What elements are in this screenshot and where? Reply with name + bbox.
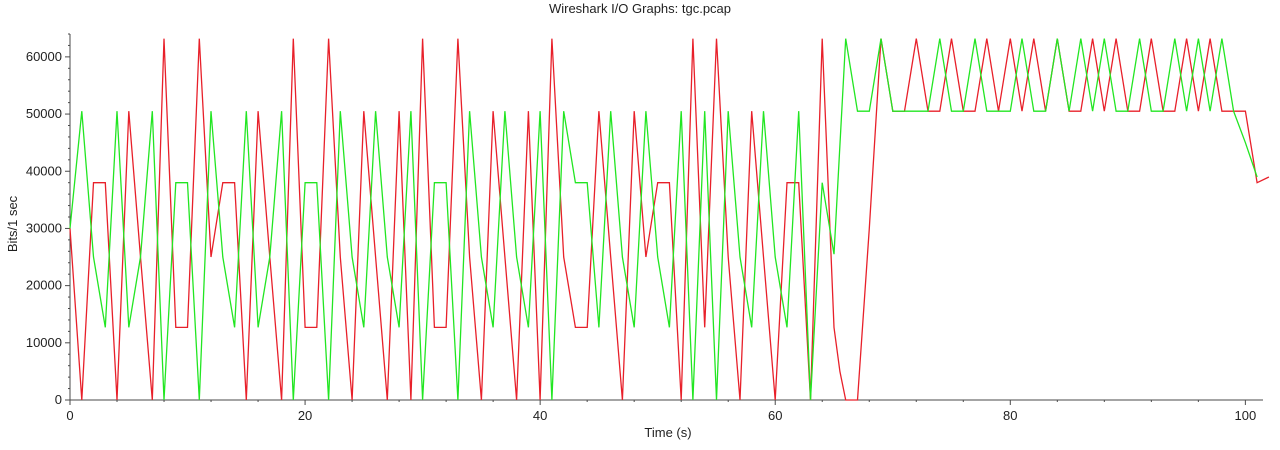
y-tick-label: 10000 bbox=[26, 335, 62, 350]
y-axis-ticks: 0 10000 20000 30000 40000 50000 60000 bbox=[26, 33, 70, 407]
x-axis-ticks: 0 20 40 60 80 100 bbox=[66, 400, 1256, 423]
series-layer bbox=[69, 38, 1270, 401]
y-tick-label: 0 bbox=[55, 392, 62, 407]
chart-title: Wireshark I/O Graphs: tgc.pcap bbox=[549, 1, 731, 16]
x-tick-label: 100 bbox=[1235, 408, 1257, 423]
y-tick-label: 20000 bbox=[26, 278, 62, 293]
x-tick-label: 40 bbox=[533, 408, 547, 423]
x-tick-label: 20 bbox=[298, 408, 312, 423]
y-tick-label: 40000 bbox=[26, 163, 62, 178]
y-tick-label: 30000 bbox=[26, 220, 62, 235]
y-axis-title: Bits/1 sec bbox=[5, 195, 20, 252]
plot-area: 0 10000 20000 30000 40000 50000 60000 0 20 40 60 8… bbox=[26, 33, 1270, 423]
x-tick-label: 60 bbox=[768, 408, 782, 423]
x-tick-label: 80 bbox=[1003, 408, 1017, 423]
y-tick-label: 60000 bbox=[26, 49, 62, 64]
y-tick-label: 50000 bbox=[26, 106, 62, 121]
x-tick-label: 0 bbox=[66, 408, 73, 423]
series-line-2[interactable] bbox=[69, 38, 1258, 401]
x-axis-title: Time (s) bbox=[644, 425, 691, 440]
